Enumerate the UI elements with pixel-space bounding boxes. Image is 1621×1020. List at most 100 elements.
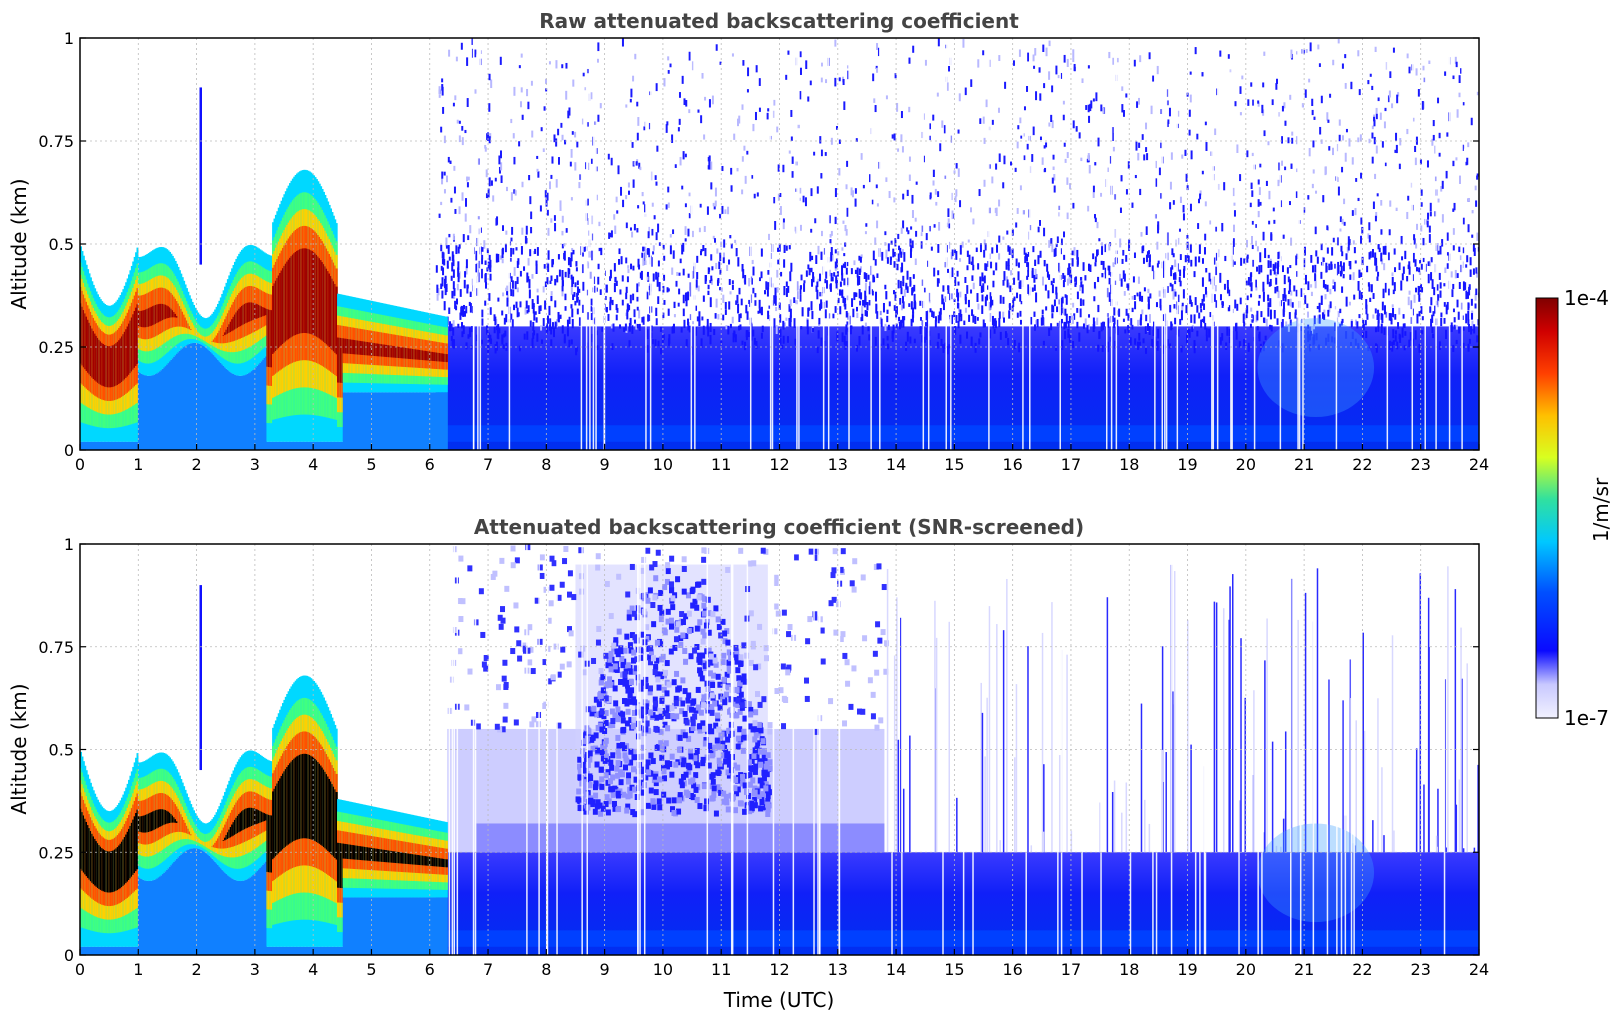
noise-speck (1232, 238, 1235, 247)
noise-speck (570, 252, 573, 262)
noise-speck (998, 153, 1001, 162)
dropout-line (879, 38, 881, 450)
fog-column-low (402, 392, 405, 450)
noise-speck (1467, 310, 1470, 321)
noise-speck (500, 162, 503, 171)
noise-speck (1249, 282, 1252, 287)
noise-speck (1087, 153, 1090, 161)
noise-speck (1232, 187, 1235, 197)
fog-column-low (160, 370, 163, 450)
fog-column-band (160, 303, 163, 321)
noise-speck (1268, 190, 1271, 200)
noise-speck (1079, 285, 1082, 292)
noise-speck (515, 247, 518, 251)
noise-speck (1381, 141, 1384, 148)
noise-speck (913, 284, 916, 292)
noise-speck (788, 304, 791, 312)
noise-speck (1351, 210, 1354, 216)
noise-speck (959, 334, 962, 344)
noise-speck (595, 194, 598, 201)
noise-speck (787, 50, 790, 55)
noise-speck (902, 295, 905, 304)
noise-speck (667, 308, 670, 316)
noise-speck (1339, 261, 1342, 267)
noise-speck (1013, 277, 1016, 285)
noise-speck (1285, 321, 1288, 327)
noise-speck (1446, 252, 1449, 256)
noise-speck (1221, 301, 1224, 308)
fog-column-band (208, 335, 211, 344)
noise-speck (1189, 71, 1192, 75)
fog-column-band (426, 351, 429, 361)
noise-speck (1063, 142, 1066, 147)
noise-speck (998, 317, 1001, 328)
fog-column-low (427, 392, 430, 450)
noise-speck (703, 226, 706, 232)
fog-column-band (410, 348, 413, 360)
dropout-line (1161, 38, 1164, 450)
noise-speck (1336, 177, 1339, 182)
fog-column-low (270, 441, 273, 450)
noise-speck (1067, 329, 1070, 338)
noise-speck (553, 215, 556, 221)
dropout-line (798, 38, 800, 450)
noise-speck (1026, 254, 1029, 262)
noise-speck (1429, 211, 1432, 217)
noise-speck (874, 237, 877, 245)
noise-speck (936, 92, 939, 97)
fog-column-low (403, 392, 406, 450)
noise-speck (794, 226, 797, 232)
noise-speck (721, 205, 724, 214)
fog-column-band (185, 320, 188, 329)
noise-speck (1201, 170, 1204, 175)
noise-speck (1223, 283, 1226, 290)
noise-speck (1433, 287, 1436, 296)
noise-speck (1476, 272, 1479, 278)
noise-speck (1314, 226, 1317, 235)
dropout-line (589, 38, 591, 450)
noise-speck (875, 184, 878, 189)
noise-speck (1402, 266, 1405, 274)
noise-speck (1408, 66, 1411, 74)
noise-speck (1048, 328, 1051, 336)
noise-speck (714, 187, 717, 197)
noise-speck (1275, 83, 1278, 90)
noise-speck (864, 322, 867, 327)
noise-speck (616, 307, 619, 313)
noise-speck (615, 196, 618, 203)
noise-speck (1120, 175, 1123, 182)
noise-speck (1377, 321, 1380, 328)
fog-column-low (418, 392, 422, 450)
noise-speck (896, 258, 899, 263)
noise-speck (529, 320, 532, 327)
noise-speck (954, 196, 957, 203)
noise-speck (1437, 198, 1440, 203)
noise-speck (1199, 303, 1202, 309)
noise-speck (637, 258, 640, 268)
noise-speck (1274, 262, 1277, 269)
fog-column-band (215, 335, 218, 343)
fog-column-band (373, 343, 376, 356)
noise-speck (643, 126, 646, 131)
noise-speck (447, 156, 450, 163)
fog-column-band (161, 303, 164, 321)
noise-speck (1334, 263, 1337, 269)
fog-column-band (266, 308, 269, 367)
noise-speck (1315, 250, 1318, 257)
noise-speck (868, 334, 871, 341)
noise-speck (447, 244, 450, 254)
fog-column-low (132, 441, 135, 450)
noise-speck (545, 78, 548, 84)
fog-column-band (414, 349, 417, 360)
noise-speck (1257, 210, 1260, 218)
noise-speck (1081, 78, 1084, 83)
noise-speck (576, 286, 579, 296)
noise-speck (783, 286, 786, 296)
noise-speck (1073, 313, 1076, 320)
noise-speck (970, 207, 973, 213)
noise-speck (1062, 307, 1065, 315)
noise-speck (493, 326, 496, 334)
noise-speck (1307, 324, 1310, 329)
noise-speck (547, 227, 550, 236)
noise-speck (528, 289, 531, 299)
